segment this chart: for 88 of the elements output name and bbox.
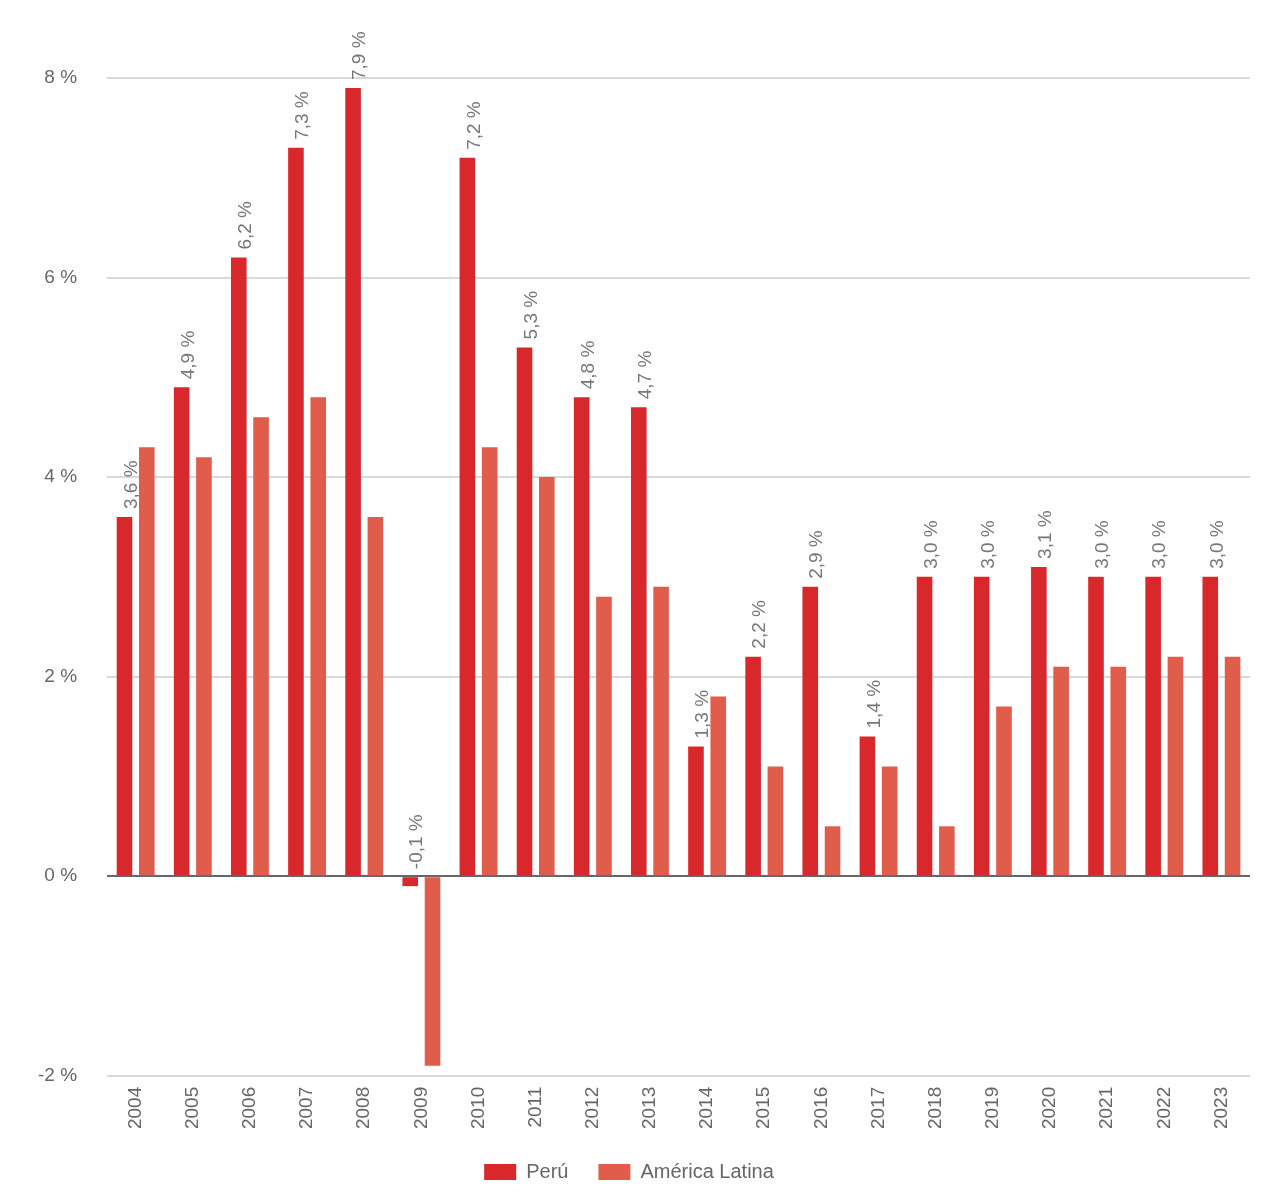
bar xyxy=(1053,666,1069,876)
bar xyxy=(345,87,361,876)
data-label: 7,9 % xyxy=(348,31,370,80)
x-tick-label: 2017 xyxy=(866,1086,888,1130)
y-tick-label: -2 % xyxy=(37,1063,78,1085)
bar xyxy=(1167,656,1184,876)
data-label: 7,3 % xyxy=(291,91,313,140)
x-tick-label: 2010 xyxy=(466,1086,488,1130)
bar xyxy=(367,517,384,876)
bar xyxy=(253,417,269,876)
x-tick-label: 2021 xyxy=(1095,1086,1117,1130)
data-label: 3,6 % xyxy=(119,460,141,509)
data-label: 3,0 % xyxy=(1091,520,1113,569)
x-tick-label: 2005 xyxy=(181,1086,203,1130)
bar xyxy=(424,877,441,1066)
data-label: 4,8 % xyxy=(576,340,598,390)
legend-label: América Latina xyxy=(640,1159,775,1182)
data-label: 2,9 % xyxy=(805,530,827,579)
bar xyxy=(539,477,555,876)
bar xyxy=(116,517,133,876)
bar xyxy=(230,257,247,876)
x-tick-label: 2006 xyxy=(238,1086,260,1130)
x-tick-label: 2023 xyxy=(1209,1086,1231,1130)
x-tick-label: 2014 xyxy=(695,1086,717,1130)
bar xyxy=(402,877,419,887)
data-label: 7,2 % xyxy=(462,101,484,150)
bar xyxy=(745,656,761,876)
bar xyxy=(973,576,990,876)
data-label: 3,0 % xyxy=(1205,520,1227,569)
y-tick-label: 0 % xyxy=(44,864,78,886)
data-label: 3,0 % xyxy=(976,520,998,569)
x-tick-label: 2020 xyxy=(1038,1086,1060,1130)
bar xyxy=(596,596,612,876)
data-label: 3,0 % xyxy=(1148,520,1170,569)
y-tick-label: 4 % xyxy=(44,465,78,487)
data-label: 2,2 % xyxy=(748,599,770,649)
bar xyxy=(996,706,1012,876)
bar xyxy=(916,576,933,876)
x-tick-label: 2013 xyxy=(638,1086,660,1130)
bar xyxy=(688,746,704,876)
bar xyxy=(859,736,876,876)
bar xyxy=(802,586,819,876)
bar xyxy=(1202,576,1219,876)
x-tick-label: 2022 xyxy=(1152,1086,1174,1130)
bar xyxy=(710,696,727,876)
x-tick-label: 2018 xyxy=(923,1086,945,1130)
y-tick-label: 6 % xyxy=(44,265,78,287)
y-tick-label: 2 % xyxy=(44,664,78,686)
x-tick-label: 2015 xyxy=(752,1086,774,1130)
data-label: 6,2 % xyxy=(234,200,256,250)
data-label: 3,1 % xyxy=(1034,510,1056,559)
bar xyxy=(939,826,955,876)
bar xyxy=(1145,576,1161,876)
data-label: 1,3 % xyxy=(691,689,713,739)
bar xyxy=(631,407,647,876)
legend-label: Perú xyxy=(526,1159,569,1182)
data-label: -0,1 % xyxy=(405,814,427,870)
data-label: 5,3 % xyxy=(519,290,541,340)
bar xyxy=(196,457,212,876)
bar xyxy=(1224,656,1241,876)
bar xyxy=(173,387,190,876)
bar xyxy=(1110,666,1127,876)
data-label: 4,9 % xyxy=(176,330,198,380)
data-label: 3,0 % xyxy=(919,520,941,569)
x-tick-label: 2016 xyxy=(809,1086,831,1130)
x-tick-label: 2007 xyxy=(295,1086,317,1130)
x-tick-label: 2019 xyxy=(981,1086,1003,1130)
bar xyxy=(653,586,669,876)
x-tick-label: 2004 xyxy=(123,1086,145,1130)
bar xyxy=(1088,576,1104,876)
bar xyxy=(1031,566,1047,876)
y-tick-label: 8 % xyxy=(44,66,78,88)
data-label: 4,7 % xyxy=(634,350,656,400)
data-label: 1,4 % xyxy=(862,679,884,729)
bar xyxy=(481,447,498,876)
bar xyxy=(138,447,155,876)
x-tick-label: 2012 xyxy=(581,1086,603,1130)
bar xyxy=(881,766,898,876)
bar xyxy=(459,157,476,876)
bar xyxy=(288,147,304,876)
bar xyxy=(573,397,590,876)
bar xyxy=(767,766,784,876)
x-tick-label: 2009 xyxy=(409,1086,431,1130)
x-tick-label: 2008 xyxy=(352,1086,374,1130)
x-tick-label: 2011 xyxy=(523,1086,545,1128)
bar xyxy=(310,397,327,876)
bar xyxy=(516,347,533,876)
bar xyxy=(824,826,841,876)
